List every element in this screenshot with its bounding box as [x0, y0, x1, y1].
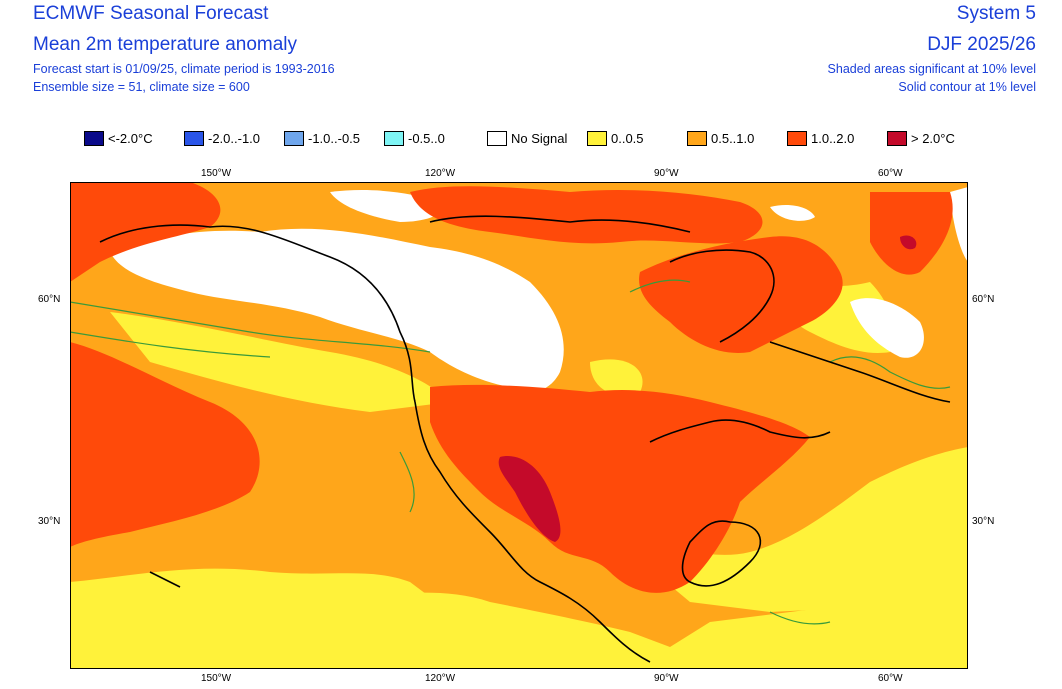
- forecast-title: ECMWF Seasonal Forecast: [33, 3, 269, 24]
- legend-label: 1.0..2.0: [811, 130, 855, 146]
- ensemble-info: Ensemble size = 51, climate size = 600: [33, 80, 250, 94]
- legend-label: No Signal: [511, 130, 568, 146]
- map-canvas: [69, 182, 968, 669]
- legend-item: -1.0..-0.5: [284, 129, 360, 147]
- legend-item: -0.5..0: [384, 129, 445, 147]
- legend-swatch: [384, 130, 404, 146]
- legend-label: <-2.0°C: [108, 130, 153, 146]
- lon-label-top: 120°W: [425, 168, 456, 179]
- anomaly-regions-no-signal: [110, 187, 968, 392]
- lon-label-bottom: 150°W: [201, 673, 232, 684]
- legend-item: <-2.0°C: [84, 129, 153, 147]
- significance-contours: [69, 279, 951, 625]
- legend-label: -1.0..-0.5: [308, 130, 361, 146]
- season-label: DJF 2025/26: [927, 34, 1036, 55]
- lon-label-top: 90°W: [654, 168, 679, 179]
- lon-label-top: 60°W: [878, 168, 903, 179]
- contour-note: Solid contour at 1% level: [898, 80, 1036, 94]
- legend-item: > 2.0°C: [887, 129, 955, 147]
- legend-swatch: [184, 130, 204, 146]
- legend-swatch: [284, 130, 304, 146]
- legend-swatch: [687, 130, 707, 146]
- lon-label-bottom: 60°W: [878, 673, 903, 684]
- significance-note: Shaded areas significant at 10% level: [827, 62, 1036, 76]
- variable-title: Mean 2m temperature anomaly: [33, 34, 298, 55]
- lon-label-bottom: 90°W: [654, 673, 679, 684]
- forecast-info: Forecast start is 01/09/25, climate peri…: [33, 62, 335, 76]
- coastlines: [99, 215, 951, 663]
- lat-label-right: 60°N: [972, 294, 995, 305]
- legend-label: 0.5..1.0: [711, 130, 755, 146]
- anomaly-regions-1.0-2.0: [70, 182, 953, 593]
- lon-label-bottom: 120°W: [425, 673, 456, 684]
- legend-swatch: [487, 130, 507, 146]
- system-label: System 5: [956, 3, 1036, 24]
- legend-item: 0..0.5: [587, 129, 644, 147]
- legend-swatch: [84, 130, 104, 146]
- lat-label-right: 30°N: [972, 516, 995, 527]
- legend-swatch: [587, 130, 607, 146]
- legend-label: -2.0..-1.0: [208, 130, 261, 146]
- legend-item: 1.0..2.0: [787, 129, 854, 147]
- anomaly-map: [69, 182, 968, 669]
- legend-swatch: [887, 130, 907, 146]
- legend-label: 0..0.5: [611, 130, 644, 146]
- legend-item: 0.5..1.0: [687, 129, 754, 147]
- lon-label-top: 150°W: [201, 168, 232, 179]
- lat-label-left: 60°N: [38, 294, 61, 305]
- lat-label-left: 30°N: [38, 516, 61, 527]
- legend-label: > 2.0°C: [911, 130, 955, 146]
- map-frame: [70, 182, 968, 669]
- legend-item: No Signal: [487, 129, 567, 147]
- legend-label: -0.5..0: [408, 130, 445, 146]
- legend-swatch: [787, 130, 807, 146]
- anomaly-regions-above-2.0: [498, 235, 917, 542]
- legend-item: -2.0..-1.0: [184, 129, 260, 147]
